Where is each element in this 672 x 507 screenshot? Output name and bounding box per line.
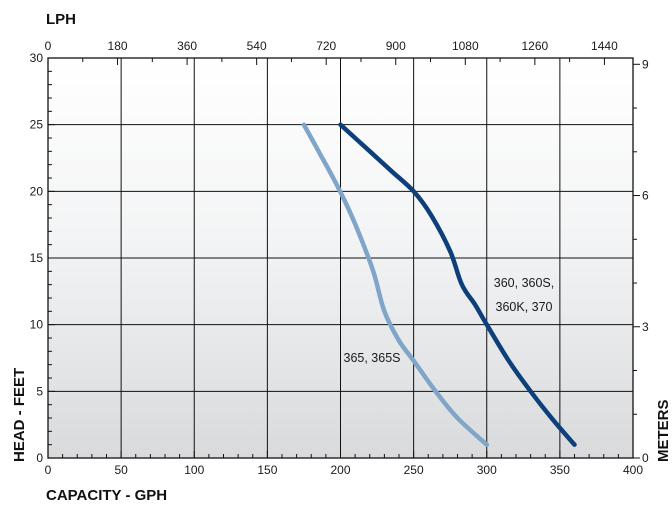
x-tick-label: 0 xyxy=(45,463,52,477)
x2-tick-label: 180 xyxy=(108,39,128,53)
x2-tick-label: 1080 xyxy=(452,39,479,53)
series-1-label-line1: 360, 360S, xyxy=(494,276,554,290)
axis-ticks xyxy=(47,57,640,459)
y-axis-title: HEAD - FEET xyxy=(11,368,28,462)
x2-tick-label: 1440 xyxy=(591,39,618,53)
y-tick-label: 15 xyxy=(30,251,44,265)
x2-tick-label: 900 xyxy=(386,39,406,53)
series-line-2 xyxy=(301,122,490,447)
y-tick-label: 5 xyxy=(36,384,43,398)
x-tick-label: 300 xyxy=(477,463,497,477)
x-tick-label: 150 xyxy=(257,463,277,477)
y2-tick-label: 0 xyxy=(642,451,649,465)
x2-axis-title: LPH xyxy=(46,11,76,28)
y2-tick-label: 6 xyxy=(642,189,649,203)
x2-tick-label: 540 xyxy=(247,39,267,53)
y-tick-label: 0 xyxy=(36,451,43,465)
y2-tick-label: 3 xyxy=(642,320,649,334)
x-axis-title: CAPACITY - GPH xyxy=(46,487,167,504)
series-2-label: 365, 365S xyxy=(344,351,401,365)
x-tick-label: 250 xyxy=(404,463,424,477)
series-group xyxy=(301,122,577,447)
series-line-1 xyxy=(338,122,577,447)
x2-tick-label: 1260 xyxy=(522,39,549,53)
plot-frame xyxy=(47,57,634,459)
x2-tick-label: 720 xyxy=(316,39,336,53)
series-1-label-line2: 360K, 370 xyxy=(496,300,553,314)
x-tick-label: 50 xyxy=(114,463,128,477)
x-tick-label: 100 xyxy=(184,463,204,477)
y2-axis-title: METERS xyxy=(655,399,672,462)
x-tick-label: 200 xyxy=(330,463,350,477)
y-tick-label: 25 xyxy=(30,118,44,132)
y2-tick-label: 9 xyxy=(642,57,649,71)
x-tick-label: 350 xyxy=(550,463,570,477)
y-tick-label: 10 xyxy=(30,318,44,332)
y-tick-label: 30 xyxy=(30,51,44,65)
x-tick-label: 400 xyxy=(623,463,643,477)
y-tick-label: 20 xyxy=(30,184,44,198)
x2-tick-label: 0 xyxy=(45,39,52,53)
x2-tick-label: 360 xyxy=(177,39,197,53)
